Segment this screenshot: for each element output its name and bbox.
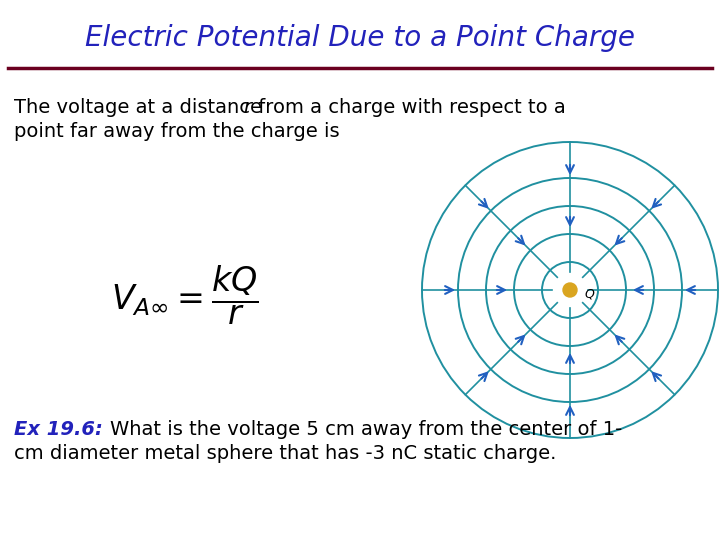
- Text: from a charge with respect to a: from a charge with respect to a: [252, 98, 566, 117]
- Text: point far away from the charge is: point far away from the charge is: [14, 122, 340, 141]
- Text: $V_{A\infty} = \dfrac{kQ}{r}$: $V_{A\infty} = \dfrac{kQ}{r}$: [111, 264, 259, 327]
- Text: r: r: [243, 98, 251, 117]
- Text: The voltage at a distance: The voltage at a distance: [14, 98, 269, 117]
- Text: cm diameter metal sphere that has -3 nC static charge.: cm diameter metal sphere that has -3 nC …: [14, 444, 557, 463]
- Text: Q: Q: [584, 287, 594, 300]
- Text: Electric Potential Due to a Point Charge: Electric Potential Due to a Point Charge: [85, 24, 635, 52]
- Text: Ex 19.6:: Ex 19.6:: [14, 420, 103, 439]
- Text: What is the voltage 5 cm away from the center of 1-: What is the voltage 5 cm away from the c…: [110, 420, 622, 439]
- Circle shape: [563, 283, 577, 297]
